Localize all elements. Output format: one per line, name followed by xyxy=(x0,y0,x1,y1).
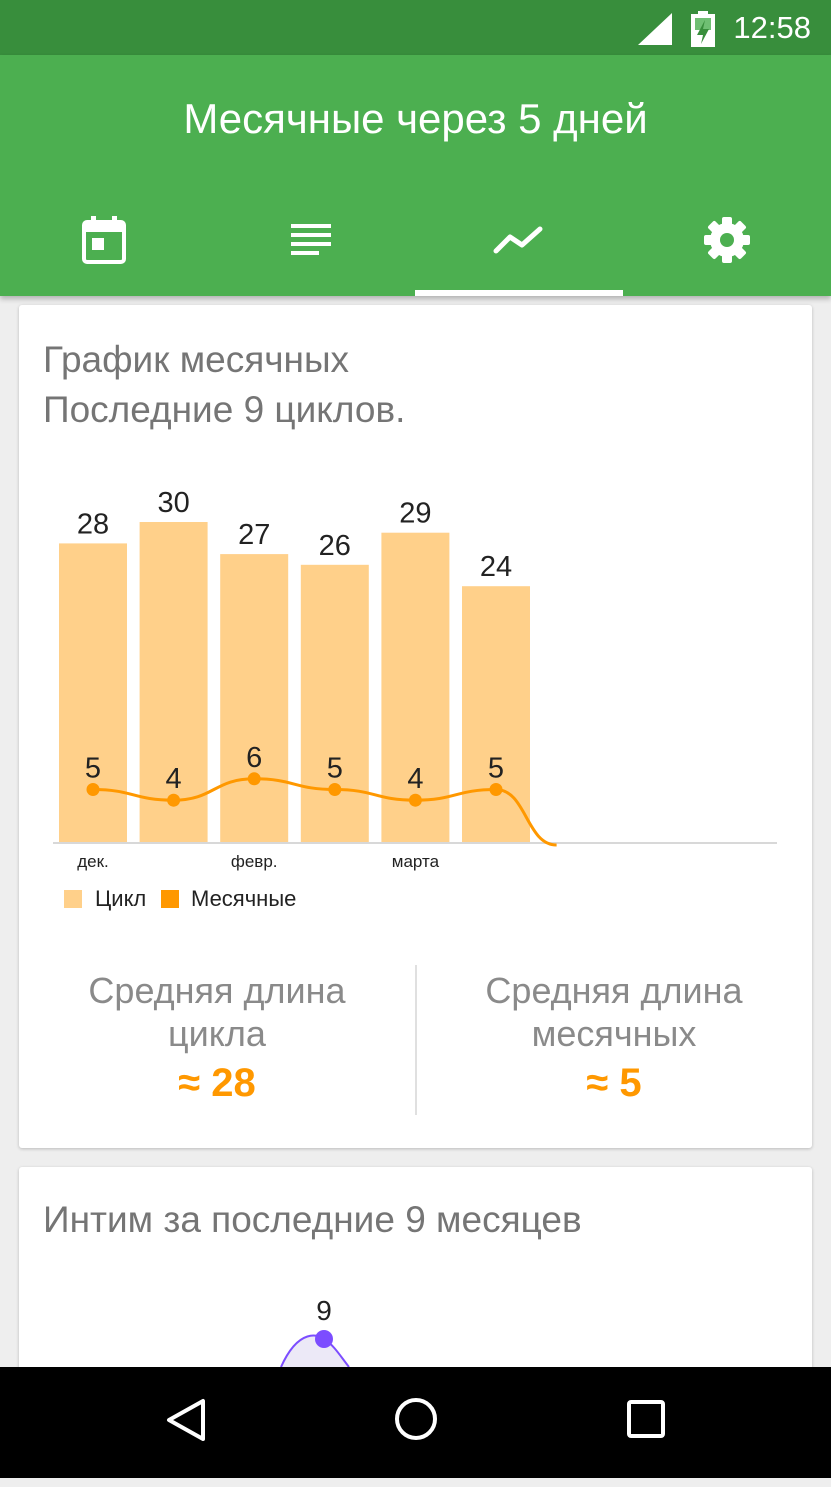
cycle-bar xyxy=(381,532,450,843)
avg-period-label-line2: месячных xyxy=(531,1013,697,1054)
chart-line-icon xyxy=(493,226,542,253)
battery-charging-icon xyxy=(691,11,715,47)
period-point xyxy=(167,793,181,807)
cycle-bar xyxy=(300,564,369,843)
app-title: Месячные через 5 дней xyxy=(183,95,648,142)
period-point xyxy=(328,783,342,796)
system-nav-bar xyxy=(0,1367,831,1478)
cycle-bar xyxy=(139,522,208,843)
period-point-label: 5 xyxy=(488,753,504,785)
cycle-bar xyxy=(220,554,289,843)
cycle-bar-label: 26 xyxy=(319,530,351,562)
status-time: 12:58 xyxy=(733,10,811,45)
status-bar: 12:58 xyxy=(0,0,831,55)
x-tick-label: дек. xyxy=(77,852,109,871)
tab-statistics[interactable] xyxy=(415,183,622,296)
x-tick-label: марта xyxy=(392,852,440,871)
period-point xyxy=(86,783,100,796)
settings-gear-icon xyxy=(703,216,750,263)
x-tick-label: февр. xyxy=(231,852,278,871)
avg-period-stat: Средняя длина месячных ≈ 5 xyxy=(416,969,812,1106)
cycle-bar-label: 30 xyxy=(157,487,189,519)
avg-period-value: ≈ 5 xyxy=(586,1061,642,1105)
tab-calendar[interactable] xyxy=(0,183,207,296)
cycle-bar-label: 24 xyxy=(480,551,512,583)
intimacy-point xyxy=(315,1330,333,1348)
cycle-bar-label: 27 xyxy=(238,519,270,551)
tab-list[interactable] xyxy=(207,183,414,296)
cycle-bar-label: 29 xyxy=(399,498,431,530)
home-icon[interactable] xyxy=(393,1396,439,1442)
stat-divider xyxy=(415,965,417,1115)
card-title-line2: Последние 9 циклов. xyxy=(43,389,406,430)
signal-icon xyxy=(638,13,672,45)
avg-cycle-value: ≈ 28 xyxy=(178,1061,256,1105)
avg-cycle-stat: Средняя длина цикла ≈ 28 xyxy=(19,969,415,1106)
period-point xyxy=(408,793,422,807)
avg-cycle-label-line1: Средняя длина xyxy=(88,970,346,1011)
intimacy-card-title: Интим за последние 9 месяцев xyxy=(43,1199,582,1240)
cycle-bar xyxy=(462,586,530,843)
legend-swatch-cycle xyxy=(64,890,82,908)
period-point-label: 4 xyxy=(407,763,423,795)
period-point xyxy=(247,772,261,786)
app-bar: Месячные через 5 дней xyxy=(0,55,831,296)
legend-swatch-period xyxy=(161,890,179,908)
tab-settings[interactable] xyxy=(623,183,830,296)
cycle-chart: 28 30 27 26 29 24 5 4 6 5 4 5 дек. февр. марта Цикл Меся… xyxy=(53,487,777,911)
cycle-bar-label: 28 xyxy=(77,508,109,540)
intimacy-point-label: 9 xyxy=(316,1295,332,1326)
period-point-label: 4 xyxy=(166,763,182,795)
period-point-label: 5 xyxy=(327,753,343,785)
period-point xyxy=(489,783,503,796)
cycle-bar xyxy=(59,543,127,843)
legend-label-period: Месячные xyxy=(191,886,296,911)
calendar-icon xyxy=(81,215,126,264)
back-icon[interactable] xyxy=(165,1397,207,1443)
card-title-line1: График месячных xyxy=(43,339,350,380)
cycle-chart-card: График месячных Последние 9 циклов. 28 30… xyxy=(19,305,812,1148)
list-icon xyxy=(290,223,331,255)
period-point-label: 6 xyxy=(246,742,262,774)
tab-selected-indicator xyxy=(415,290,623,296)
recents-icon[interactable] xyxy=(626,1399,666,1439)
legend-label-cycle: Цикл xyxy=(95,886,146,911)
avg-period-label-line1: Средняя длина xyxy=(485,970,743,1011)
period-point-label: 5 xyxy=(85,753,101,785)
avg-cycle-label-line2: цикла xyxy=(168,1013,266,1054)
intimacy-line xyxy=(280,1334,350,1368)
intimacy-chart: 9 xyxy=(280,1295,350,1368)
